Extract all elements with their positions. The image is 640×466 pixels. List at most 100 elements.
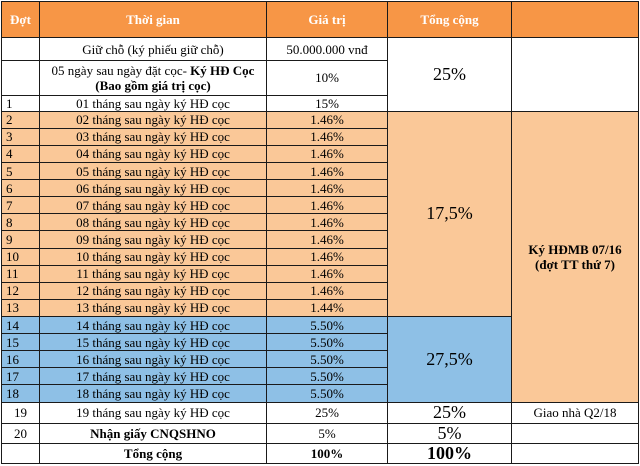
grand-total: 100% [387,442,512,465]
table-row: 6 06 tháng sau ngày ký HĐ cọc 1.46% [1,179,639,198]
note-cell: Ký HĐMB 07/16 (đợt TT thứ 7) [511,110,639,403]
dot-cell: 2 [1,110,40,129]
deposit-note: (Bao gồm giá trị cọc) [95,77,211,93]
dot-cell: 7 [1,196,40,215]
value-cell: 1.46% [266,196,388,215]
contract-label: Ký HĐ Cọc [190,62,255,78]
table-row: 20 Nhận giấy CNQSHNO 5% 5% [1,422,639,444]
value-cell: 5.50% [266,333,388,352]
dot-cell: 20 [1,422,40,444]
table-row: 18 18 tháng sau ngày ký HĐ cọc 5.50% [1,384,639,403]
value-cell: 25% [266,401,388,424]
dot-cell: 6 [1,179,40,198]
header-row: Đợt Thời gian Giá trị Tổng cộng [1,0,639,39]
total-value: 100% [266,442,388,465]
table-row: 2 02 tháng sau ngày ký HĐ cọc 1.46% 17,5… [1,110,639,403]
time-cell: 13 tháng sau ngày ký HĐ cọc [39,298,267,318]
time-text: 05 ngày sau ngày đặt cọc- [51,62,191,78]
col-header-time: Thời gian [39,0,267,39]
table-row: 15 15 tháng sau ngày ký HĐ cọc 5.50% [1,333,639,352]
dot-cell: 10 [1,247,40,266]
group-total-cell: 25% [387,401,512,424]
table-row: 05 ngày sau ngày đặt cọc- Ký HĐ Cọc (Bao … [1,60,639,96]
col-header-total: Tổng cộng [387,0,512,39]
time-cell: 15 tháng sau ngày ký HĐ cọc [39,333,267,352]
value-cell: 5% [266,422,388,444]
value-cell: 1.46% [266,179,388,198]
value-cell: 5.50% [266,367,388,386]
time-cell: 09 tháng sau ngày ký HĐ cọc [39,230,267,249]
time-cell: 05 tháng sau ngày ký HĐ cọc [39,162,267,181]
table-row: Giữ chỗ (ký phiếu giữ chỗ) 50.000.000 vn… [1,37,639,112]
dot-cell: 17 [1,367,40,386]
dot-cell: 8 [1,213,40,232]
time-cell: 12 tháng sau ngày ký HĐ cọc [39,281,267,300]
table-row: 5 05 tháng sau ngày ký HĐ cọc 1.46% [1,162,639,181]
time-cell: 19 tháng sau ngày ký HĐ cọc [39,401,267,424]
col-header-value: Giá trị [266,0,388,39]
handover-note: Giao nhà Q2/18 [511,401,639,424]
value-cell: 15% [266,94,388,112]
table-row: 1 01 tháng sau ngày ký HĐ cọc 15% [1,94,639,112]
time-cell: 14 tháng sau ngày ký HĐ cọc [39,315,267,335]
time-cell: 18 tháng sau ngày ký HĐ cọc [39,384,267,403]
table-row: 11 11 tháng sau ngày ký HĐ cọc 1.46% [1,264,639,283]
dot-cell: 15 [1,333,40,352]
time-cell: 03 tháng sau ngày ký HĐ cọc [39,127,267,146]
value-cell: 5.50% [266,384,388,403]
value-cell: 1.46% [266,127,388,146]
value-cell: 1.46% [266,264,388,283]
dot-cell: 12 [1,281,40,300]
dot-cell [1,37,40,62]
hdmb-note-sub: (đợt TT thứ 7) [535,256,615,272]
time-cell: 11 tháng sau ngày ký HĐ cọc [39,264,267,283]
table-row: 17 17 tháng sau ngày ký HĐ cọc 5.50% [1,367,639,386]
note-cell [511,442,639,465]
total-row: Tổng cộng 100% 100% [1,442,639,465]
time-cell: 08 tháng sau ngày ký HĐ cọc [39,213,267,232]
time-cell: 10 tháng sau ngày ký HĐ cọc [39,247,267,266]
dot-cell: 9 [1,230,40,249]
value-cell: 1.46% [266,162,388,181]
table-row: 9 09 tháng sau ngày ký HĐ cọc 1.46% [1,230,639,249]
group-total-cell: 25% [387,37,512,112]
group-total-cell: 27,5% [387,316,512,403]
table-row: 14 14 tháng sau ngày ký HĐ cọc 5.50% 27,… [1,315,639,403]
total-label: Tổng cộng [39,442,267,465]
time-cell: 07 tháng sau ngày ký HĐ cọc [39,196,267,215]
note-cell [511,37,639,112]
time-cell: 02 tháng sau ngày ký HĐ cọc [39,110,267,129]
value-cell: 50.000.000 vnđ [266,37,388,62]
value-cell: 1.46% [266,144,388,164]
value-cell: 1.46% [266,110,388,129]
dot-cell: 5 [1,162,40,181]
dot-cell: 19 [1,401,40,424]
dot-cell: 14 [1,315,40,335]
time-cell: 17 tháng sau ngày ký HĐ cọc [39,367,267,386]
dot-cell [1,442,40,465]
value-cell: 5.50% [266,315,388,335]
group-total-cell: 5% [387,422,512,444]
note-cell [511,422,639,444]
value-cell: 1.44% [266,298,388,318]
dot-cell: 11 [1,264,40,283]
hdmb-note: Ký HĐMB 07/16 [528,241,622,257]
time-cell: 06 tháng sau ngày ký HĐ cọc [39,179,267,198]
time-cell: 01 tháng sau ngày ký HĐ cọc [39,94,267,112]
value-cell: 5.50% [266,350,388,369]
group-total-cell: 17,5% [387,110,512,318]
col-header-note [511,0,639,39]
table-row: 16 16 tháng sau ngày ký HĐ cọc 5.50% [1,350,639,369]
table-row: 4 04 tháng sau ngày ký HĐ cọc 1.46% [1,144,639,164]
table-row: 19 19 tháng sau ngày ký HĐ cọc 25% 25% G… [1,401,639,424]
dot-cell: 13 [1,298,40,318]
dot-cell: 3 [1,127,40,146]
time-cell: 05 ngày sau ngày đặt cọc- Ký HĐ Cọc (Bao … [39,60,267,96]
table-row: 10 10 tháng sau ngày ký HĐ cọc 1.46% [1,247,639,266]
value-cell: 1.46% [266,230,388,249]
value-cell: 1.46% [266,281,388,300]
time-cell: 04 tháng sau ngày ký HĐ cọc [39,144,267,164]
col-header-dot: Đợt [1,0,40,39]
dot-cell: 4 [1,144,40,164]
